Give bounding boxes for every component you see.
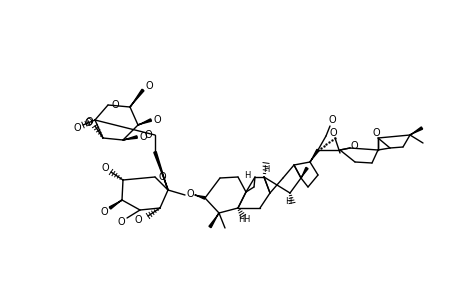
Text: O: O (117, 217, 124, 227)
Text: O: O (349, 141, 357, 151)
Polygon shape (129, 89, 144, 107)
Text: O: O (371, 128, 379, 138)
Text: O: O (158, 172, 165, 182)
Text: O: O (101, 163, 109, 173)
Text: O: O (134, 215, 142, 225)
Text: O: O (73, 123, 81, 133)
Polygon shape (153, 152, 168, 190)
Text: H: H (262, 164, 269, 173)
Text: O: O (111, 100, 118, 110)
Text: H: H (242, 215, 249, 224)
Text: O: O (327, 115, 335, 125)
Text: H: H (243, 170, 250, 179)
Text: O: O (100, 207, 107, 217)
Polygon shape (309, 149, 319, 162)
Text: H: H (237, 214, 244, 224)
Polygon shape (109, 200, 122, 209)
Text: O: O (145, 81, 152, 91)
Text: O: O (84, 118, 92, 128)
Polygon shape (123, 136, 137, 140)
Polygon shape (208, 213, 219, 228)
Text: O: O (144, 130, 151, 140)
Text: O: O (186, 189, 193, 199)
Text: O: O (329, 128, 336, 138)
Polygon shape (409, 127, 422, 135)
Text: H: H (284, 196, 291, 206)
Text: O: O (85, 117, 93, 127)
Polygon shape (300, 167, 308, 178)
Text: O: O (153, 115, 161, 125)
Text: O: O (139, 132, 146, 142)
Polygon shape (195, 195, 205, 199)
Polygon shape (138, 119, 151, 125)
